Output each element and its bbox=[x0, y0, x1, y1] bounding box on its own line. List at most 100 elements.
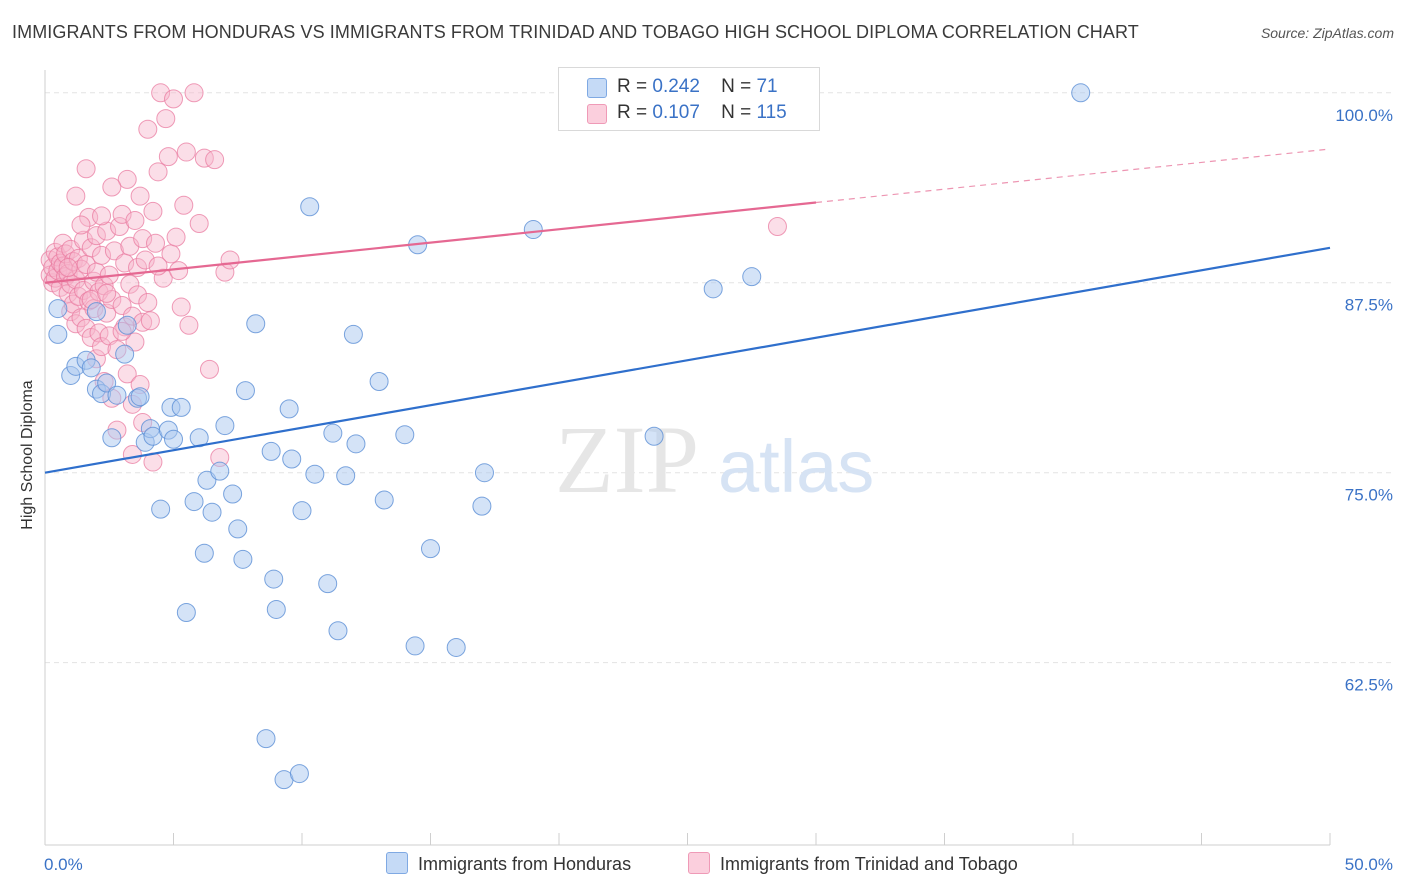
honduras-point bbox=[405, 636, 425, 656]
trinidad-point bbox=[140, 311, 160, 331]
honduras-point bbox=[151, 499, 171, 519]
honduras-point bbox=[261, 441, 281, 461]
trinidad-point bbox=[120, 274, 140, 294]
correlation-legend: R = 0.242 N = 71 R = 0.107 N = 115 bbox=[558, 67, 820, 131]
legend-r-value: 0.242 bbox=[652, 76, 700, 97]
trinidad-point bbox=[63, 251, 83, 271]
trinidad-point bbox=[68, 286, 88, 306]
honduras-point bbox=[292, 501, 312, 521]
trinidad-point bbox=[135, 250, 155, 270]
honduras-point bbox=[102, 428, 122, 448]
trinidad-point bbox=[143, 201, 163, 221]
honduras-point bbox=[336, 466, 356, 486]
trinidad-point bbox=[128, 285, 148, 305]
trinidad-legend-swatch bbox=[688, 852, 710, 874]
honduras-point bbox=[474, 463, 494, 483]
trinidad-point bbox=[92, 337, 112, 357]
honduras-point bbox=[164, 429, 183, 449]
honduras-point bbox=[86, 302, 106, 322]
bottom-legend-honduras: Immigrants from Honduras bbox=[386, 852, 631, 875]
trinidad-point bbox=[164, 89, 183, 109]
y-tick-label: 87.5% bbox=[1345, 296, 1393, 315]
gridlines bbox=[45, 92, 1392, 664]
trinidad-point bbox=[86, 226, 106, 246]
legend-r-value: 0.107 bbox=[652, 102, 700, 123]
trinidad-point bbox=[194, 148, 214, 168]
honduras-point bbox=[202, 502, 222, 522]
trinidad-swatch bbox=[587, 104, 607, 124]
honduras-point bbox=[1071, 83, 1091, 103]
trinidad-point bbox=[189, 213, 209, 233]
trinidad-point bbox=[112, 296, 132, 316]
trinidad-point bbox=[81, 238, 101, 258]
honduras-point bbox=[210, 461, 230, 481]
honduras-point bbox=[264, 569, 284, 589]
tick-labels: 62.5% 75.0% 87.5% 100.0% 0.0% 50.0% bbox=[44, 106, 1393, 874]
honduras-points bbox=[48, 80, 1091, 790]
x-tick-label: 0.0% bbox=[44, 855, 83, 874]
honduras-point bbox=[644, 426, 664, 446]
trinidad-point bbox=[767, 217, 787, 237]
honduras-point bbox=[369, 372, 389, 392]
trinidad-point bbox=[76, 159, 96, 179]
trinidad-point bbox=[74, 230, 94, 250]
trinidad-point bbox=[184, 83, 204, 103]
trinidad-point bbox=[66, 186, 86, 206]
trinidad-point bbox=[97, 283, 117, 303]
y-tick-label: 100.0% bbox=[1335, 106, 1393, 125]
trinidad-point bbox=[58, 258, 78, 278]
honduras-point bbox=[279, 399, 299, 419]
trinidad-point bbox=[138, 293, 158, 312]
honduras-point bbox=[395, 425, 415, 445]
honduras-point bbox=[328, 621, 348, 641]
honduras-point bbox=[235, 381, 255, 401]
honduras-point bbox=[171, 397, 191, 417]
trinidad-point bbox=[151, 83, 171, 103]
honduras-point bbox=[197, 470, 217, 490]
trinidad-point bbox=[125, 332, 145, 352]
trend-lines bbox=[44, 148, 1331, 474]
honduras-point bbox=[215, 416, 235, 436]
honduras-point bbox=[194, 543, 214, 563]
trinidad-point bbox=[102, 289, 122, 309]
honduras-point bbox=[117, 315, 137, 335]
honduras-point bbox=[300, 197, 320, 217]
honduras-point bbox=[256, 729, 276, 749]
honduras-point bbox=[107, 385, 127, 405]
honduras-point bbox=[289, 764, 309, 784]
watermark-zip: ZIP bbox=[555, 406, 699, 513]
trinidad-point bbox=[112, 204, 132, 224]
honduras-point bbox=[323, 423, 343, 443]
trinidad-point bbox=[148, 162, 168, 182]
honduras-point bbox=[472, 496, 492, 516]
legend-r-label: R = bbox=[617, 102, 648, 123]
watermark-atlas: atlas bbox=[718, 425, 874, 508]
trinidad-point bbox=[205, 150, 225, 170]
honduras-point bbox=[228, 519, 248, 539]
legend-n-value: 71 bbox=[756, 76, 778, 97]
x-tick-label: 50.0% bbox=[1345, 855, 1393, 874]
trinidad-point bbox=[117, 169, 137, 189]
honduras-legend-swatch bbox=[386, 852, 408, 874]
honduras-point bbox=[343, 324, 363, 344]
chart-title: IMMIGRANTS FROM HONDURAS VS IMMIGRANTS F… bbox=[12, 22, 1139, 42]
trinidad-point bbox=[171, 297, 191, 317]
honduras-point bbox=[742, 267, 762, 287]
trinidad-point bbox=[102, 177, 122, 197]
honduras-point bbox=[374, 490, 394, 510]
trinidad-point bbox=[174, 195, 194, 215]
trinidad-point bbox=[146, 233, 166, 253]
trinidad-point bbox=[220, 250, 240, 270]
legend-r-label: R = bbox=[617, 76, 648, 97]
honduras-point bbox=[305, 464, 325, 484]
honduras-point bbox=[246, 314, 266, 334]
honduras-point bbox=[233, 549, 253, 569]
trinidad-trend-line bbox=[44, 201, 817, 284]
honduras-point bbox=[48, 324, 68, 344]
source-label: Source: ZipAtlas.com bbox=[1260, 25, 1394, 41]
trinidad-point bbox=[138, 119, 158, 139]
trinidad-point bbox=[158, 147, 178, 167]
trinidad-point bbox=[125, 210, 145, 230]
honduras-point bbox=[223, 484, 243, 504]
trinidad-point bbox=[92, 245, 112, 265]
